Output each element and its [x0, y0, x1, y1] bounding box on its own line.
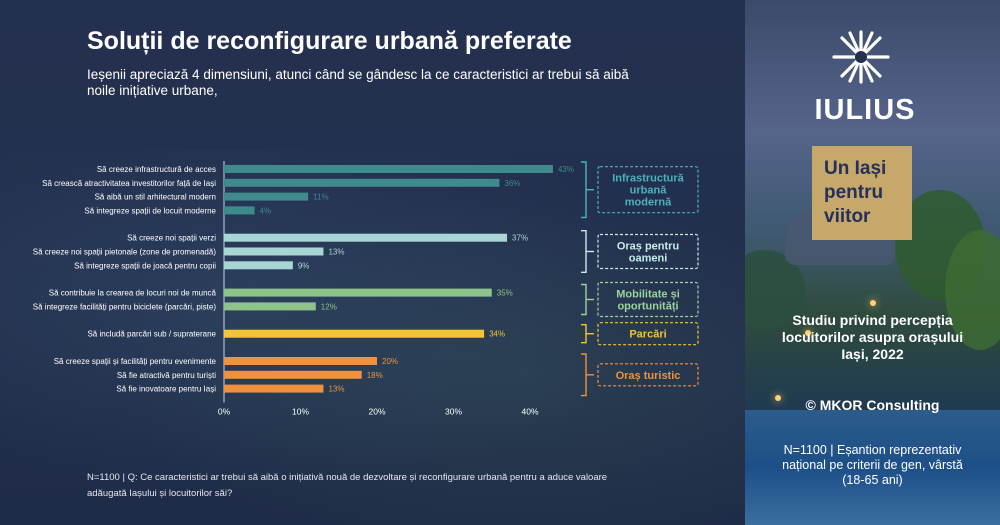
brand-logo-text: IULIUS — [814, 94, 916, 126]
category-label: Să integreze facilități pentru biciclete… — [33, 302, 217, 311]
group-box — [597, 233, 699, 270]
lamp-light — [870, 300, 876, 306]
value-label: 12% — [321, 302, 337, 311]
chart-bars — [224, 165, 553, 393]
group-label: Oraș pentru oameni — [617, 241, 679, 265]
bar — [224, 370, 362, 379]
value-label: 34% — [489, 330, 505, 339]
value-label: 13% — [328, 248, 344, 257]
group-label-line: Mobilitate și — [616, 289, 680, 301]
group-label-line: Infrastructură — [612, 173, 684, 185]
category-label: Să creeze noi spații verzi — [127, 234, 216, 243]
bar — [224, 357, 377, 365]
group-label: Oraș turistic — [616, 370, 681, 382]
group-label: Infrastructură urbană modernă — [612, 173, 684, 209]
group-label-line: Parcări — [629, 329, 666, 341]
group-label: Mobilitate și oportunități — [616, 289, 680, 313]
group-label-line: Oraș pentru — [617, 241, 679, 253]
lamp-light — [775, 395, 781, 401]
x-tick-label: 0% — [218, 406, 231, 416]
group-box — [597, 322, 699, 346]
bar — [224, 384, 324, 393]
x-tick-label: 20% — [368, 406, 385, 416]
sample-description: N=1100 | Eșantion reprezentativ național… — [782, 443, 963, 487]
bar — [224, 247, 324, 256]
value-label: 20% — [382, 357, 398, 366]
category-label: Să aibă un stil arhitectural modern — [95, 193, 216, 202]
value-label: 37% — [512, 234, 528, 243]
x-tick-label: 10% — [292, 406, 309, 416]
brand-badge: Un Iași pentru viitor — [812, 146, 912, 240]
value-label: 43% — [558, 165, 574, 174]
page-title: Soluții de reconfigurare urbană preferat… — [87, 27, 572, 55]
starburst-icon — [832, 30, 890, 84]
bar — [224, 302, 316, 311]
bar — [224, 178, 500, 187]
footnote: N=1100 | Q: Ce caracteristici ar trebui … — [87, 472, 608, 499]
bar — [224, 329, 485, 338]
category-label: Să includă parcări sub / supraterane — [87, 330, 216, 339]
value-label: 18% — [367, 371, 383, 380]
group-bracket — [581, 283, 587, 316]
category-label: Să fie atractivă pentru turiști — [117, 371, 216, 380]
copyright-text: © MKOR Consulting — [805, 397, 940, 413]
x-tick-label: 30% — [445, 406, 462, 416]
bar — [224, 206, 255, 215]
x-tick-label: 40% — [521, 406, 538, 416]
chart-value-labels: 43% 36% 11% 4% 37% 13% 9% 35% 12% 34% 20% 18% 13% — [260, 165, 574, 394]
category-label: Să fie inovatoare pentru Iași — [116, 385, 216, 394]
category-label: Să crească atractivitatea investitorilor… — [42, 179, 216, 188]
chart-group-labels: Infrastructură urbană modernă Oraș pentru oa… — [581, 161, 699, 397]
value-label: 35% — [497, 289, 513, 298]
badge-line: pentru — [824, 182, 884, 203]
right-panel-photo — [745, 0, 1000, 525]
group-bracket — [581, 230, 587, 273]
group-box — [597, 363, 699, 387]
category-label: Să integreze spații de locuit moderne — [84, 206, 216, 215]
page-subtitle: Ieșenii apreciază 4 dimensiuni, atunci c… — [87, 67, 629, 98]
bar — [224, 165, 553, 173]
chart-category-labels: Să creeze infrastructură de acces Să crea… — [33, 165, 217, 394]
value-label: 13% — [328, 385, 344, 394]
bar — [224, 233, 508, 242]
category-label: Să contribuie la crearea de locuri noi d… — [49, 289, 217, 298]
category-label: Să integreze spații de joacă pentru copi… — [74, 261, 216, 270]
group-label-line: oameni — [629, 253, 668, 265]
chart-x-ticks: 0% 10% 20% 30% 40% — [218, 406, 539, 416]
group-bracket — [581, 353, 587, 397]
badge-line: viitor — [824, 206, 871, 227]
category-label: Să creeze infrastructură de acces — [97, 165, 216, 174]
group-label-line: oportunități — [617, 301, 678, 313]
bar — [224, 288, 492, 297]
value-label: 36% — [504, 179, 520, 188]
bar-chart: Să creeze infrastructură de acces Să crea… — [33, 161, 699, 416]
lamp-light — [805, 330, 811, 336]
tree-shape — [945, 230, 1000, 350]
study-title: Studiu privind percepția locuitorilor as… — [781, 312, 964, 362]
group-label-line: Oraș turistic — [616, 370, 681, 382]
value-label: 9% — [298, 261, 310, 270]
group-label: Parcări — [629, 329, 666, 341]
group-bracket — [581, 161, 587, 219]
group-box — [597, 166, 699, 214]
bar — [224, 261, 293, 270]
value-label: 4% — [260, 206, 272, 215]
value-label: 11% — [313, 193, 328, 202]
group-label-line: urbană — [630, 185, 668, 197]
pond — [745, 410, 1000, 525]
bar — [224, 192, 309, 201]
category-label: Să creeze spații și facilități pentru ev… — [54, 357, 217, 366]
group-bracket — [581, 324, 587, 344]
category-label: Să creeze noi spații pietonale (zone de … — [33, 248, 217, 257]
group-box — [597, 281, 699, 318]
group-label-line: modernă — [625, 197, 672, 209]
badge-line: Un Iași — [824, 158, 887, 179]
